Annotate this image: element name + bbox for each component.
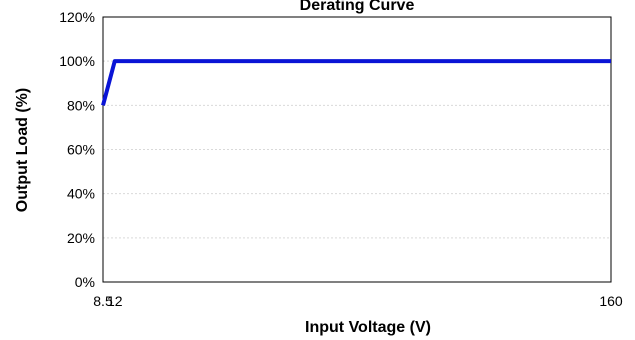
x-axis-ticks: 8.512 160 — [93, 293, 623, 309]
y-tick-label-3: 60% — [67, 142, 95, 158]
y-tick-label-6: 120% — [59, 9, 95, 25]
y-axis-ticks: 0% 20% 40% 60% 80% 100% 120% — [59, 9, 95, 290]
chart-title: Derating Curve — [300, 0, 415, 14]
plot-area — [102, 16, 612, 283]
x-tick-label-2: 160 — [599, 293, 623, 309]
y-tick-label-0: 0% — [75, 274, 95, 290]
y-axis-title: Output Load (%) — [14, 88, 31, 212]
series-line-0 — [101, 59, 611, 106]
y-tick-label-5: 100% — [59, 53, 95, 69]
x-axis-title: Input Voltage (V) — [305, 319, 431, 336]
y-tick-label-2: 40% — [67, 186, 95, 202]
y-tick-label-4: 80% — [67, 97, 95, 113]
gridlines — [103, 60, 611, 239]
y-tick-label-1: 20% — [67, 230, 95, 246]
series-layer — [101, 59, 611, 106]
x-tick-label-1: 12 — [107, 293, 123, 309]
x-tick-label-0: 8.5 — [93, 293, 113, 309]
